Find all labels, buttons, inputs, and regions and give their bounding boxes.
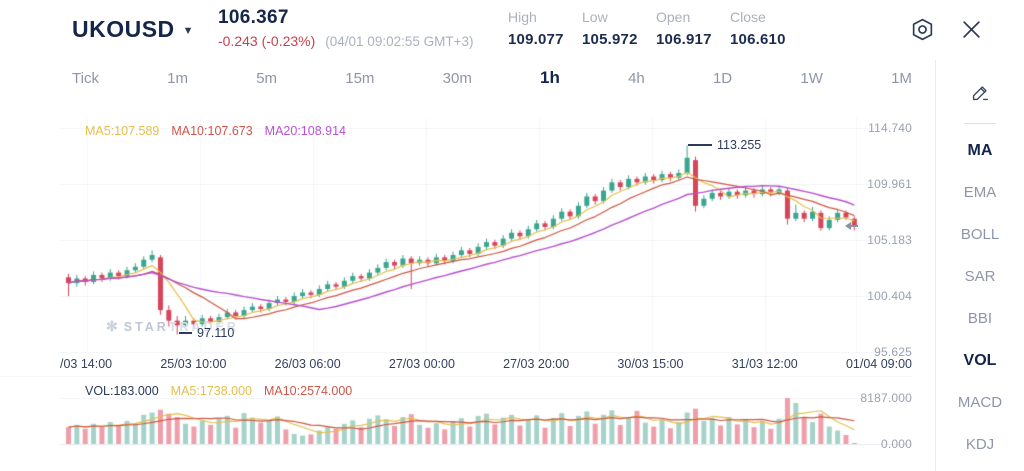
indicator-list: MA EMA BOLL SAR BBI VOL MACD KDJ: [936, 142, 1024, 453]
tab-15m[interactable]: 15m: [345, 69, 375, 87]
price-axis-label: 114.740: [868, 121, 912, 135]
vol-ma10-legend: MA10:2574.000: [263, 384, 353, 398]
startrader-logo-icon: ✻: [106, 318, 118, 334]
draw-pencil-icon[interactable]: [969, 82, 991, 109]
price-axis-label: 95.625: [874, 345, 912, 359]
high-annotation: 113.255: [688, 138, 761, 152]
time-axis: /03 14:00 25/03 10:00 26/03 06:00 27/03 …: [60, 357, 912, 371]
timeframe-tabs: Tick 1m 5m 15m 30m 1h 4h 1D 1W 1M: [72, 68, 912, 88]
low-annotation: 97.110: [179, 326, 234, 340]
price-axis-label: 109.961: [867, 177, 912, 191]
indicator-ma[interactable]: MA: [967, 142, 993, 159]
time-axis-label: 25/03 10:00: [160, 357, 227, 371]
tab-1m-month[interactable]: 1M: [891, 69, 912, 87]
ma10-legend: MA10:107.673: [171, 124, 253, 138]
time-axis-label: 27/03 20:00: [503, 357, 570, 371]
tab-1w[interactable]: 1W: [800, 69, 823, 87]
chart-header: UKOUSD ▼ 106.367 -0.243 (-0.23%) (04/01 …: [0, 0, 1024, 60]
time-axis-label: 31/03 12:00: [731, 357, 798, 371]
volume-legend: VOL:183.000 MA5:1738.000 MA10:2574.000: [85, 384, 352, 398]
tab-tick[interactable]: Tick: [72, 69, 99, 87]
time-axis-label: 01/04 09:00: [845, 357, 912, 371]
indicator-vol[interactable]: VOL: [963, 352, 997, 369]
ma20-legend: MA20:108.914: [264, 124, 346, 138]
quote-timestamp: (04/01 09:02:55 GMT+3): [325, 34, 474, 49]
time-axis-label: 30/03 15:00: [617, 357, 684, 371]
tab-30m[interactable]: 30m: [442, 69, 472, 87]
tab-4h[interactable]: 4h: [628, 69, 645, 87]
last-price: 106.367: [218, 7, 289, 28]
current-price-marker: [845, 222, 858, 230]
annotation-line: [688, 144, 712, 146]
stat-close: Close 106.610: [730, 9, 786, 48]
volume-axis-label: 8187.000: [860, 391, 912, 405]
annotation-line: [179, 332, 192, 334]
indicator-sar[interactable]: SAR: [964, 268, 996, 285]
indicator-bbi[interactable]: BBI: [967, 310, 993, 327]
indicator-boll[interactable]: BOLL: [960, 226, 1000, 243]
chevron-down-icon: ▼: [182, 25, 194, 37]
tab-5m[interactable]: 5m: [256, 69, 278, 87]
price-axis-label: 100.404: [867, 289, 912, 303]
time-axis-label: /03 14:00: [60, 357, 113, 371]
settings-gear-icon[interactable]: [910, 17, 935, 42]
indicator-kdj[interactable]: KDJ: [965, 436, 995, 453]
price-axis-label: 105.183: [867, 233, 912, 247]
stat-high: High 109.077: [508, 9, 564, 48]
tab-1h[interactable]: 1h: [540, 68, 560, 87]
indicator-macd[interactable]: MACD: [957, 394, 1003, 411]
candlestick-chart-canvas[interactable]: [0, 0, 935, 471]
tab-1d[interactable]: 1D: [712, 69, 733, 87]
vol-ma5-legend: MA5:1738.000: [170, 384, 252, 398]
stat-low: Low 105.972: [582, 9, 638, 48]
price-change: -0.243 (-0.23%): [218, 33, 316, 49]
ma-legend: MA5:107.589 MA10:107.673 MA20:108.914: [85, 124, 346, 138]
time-axis-label: 27/03 00:00: [388, 357, 455, 371]
indicator-ema[interactable]: EMA: [963, 184, 997, 201]
startrader-watermark: ✻ STARTRADER: [106, 318, 239, 334]
tab-1m[interactable]: 1m: [167, 69, 188, 87]
symbol-selector[interactable]: UKOUSD ▼: [72, 16, 194, 43]
vol-value-legend: VOL:183.000: [85, 384, 159, 398]
time-axis-label: 26/03 06:00: [274, 357, 341, 371]
price-block: 106.367 -0.243 (-0.23%) (04/01 09:02:55 …: [218, 7, 474, 49]
volume-axis-label: 0.000: [880, 437, 912, 451]
ma5-legend: MA5:107.589: [85, 124, 160, 138]
stat-open: Open 106.917: [656, 9, 712, 48]
left-arrow-icon: [845, 222, 851, 230]
ohlc-stats: High 109.077 Low 105.972 Open 106.917 Cl…: [508, 9, 786, 48]
symbol-name: UKOUSD: [72, 16, 175, 42]
indicator-sidebar: MA EMA BOLL SAR BBI VOL MACD KDJ: [935, 60, 1024, 471]
sidebar-divider: [964, 123, 996, 124]
close-icon[interactable]: [961, 19, 982, 40]
